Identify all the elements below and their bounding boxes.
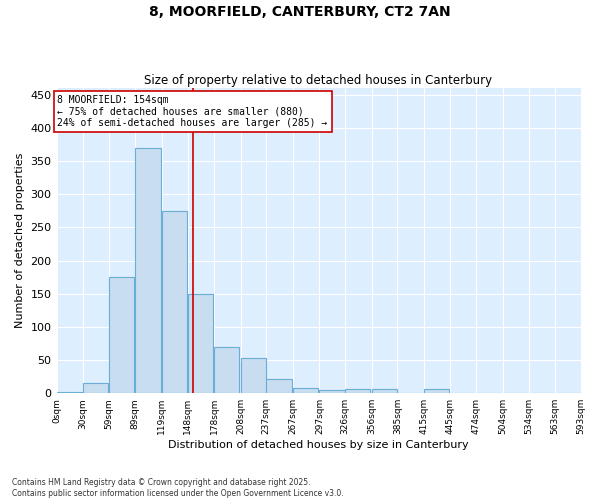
Bar (293, 388, 318, 393)
Bar (424, 389, 449, 393)
Bar (109, 277, 134, 393)
Bar (56, 392, 82, 393)
Text: 8, MOORFIELD, CANTERBURY, CT2 7AN: 8, MOORFIELD, CANTERBURY, CT2 7AN (149, 5, 451, 19)
Bar (241, 358, 266, 393)
Bar (188, 294, 213, 393)
Bar (371, 389, 397, 393)
Bar (136, 148, 161, 393)
Bar (162, 211, 187, 393)
Bar (345, 389, 370, 393)
Bar (319, 390, 344, 393)
Bar (83, 384, 109, 393)
X-axis label: Distribution of detached houses by size in Canterbury: Distribution of detached houses by size … (168, 440, 469, 450)
Y-axis label: Number of detached properties: Number of detached properties (15, 153, 25, 328)
Title: Size of property relative to detached houses in Canterbury: Size of property relative to detached ho… (145, 74, 493, 87)
Bar (214, 347, 239, 393)
Text: 8 MOORFIELD: 154sqm
← 75% of detached houses are smaller (880)
24% of semi-detac: 8 MOORFIELD: 154sqm ← 75% of detached ho… (58, 95, 328, 128)
Bar (266, 378, 292, 393)
Text: Contains HM Land Registry data © Crown copyright and database right 2025.
Contai: Contains HM Land Registry data © Crown c… (12, 478, 344, 498)
Bar (529, 392, 554, 393)
